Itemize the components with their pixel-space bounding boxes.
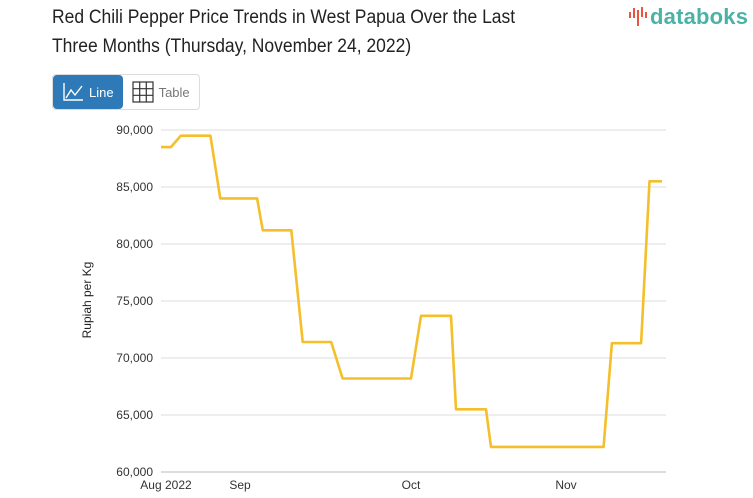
table-view-button[interactable]: Table (123, 75, 199, 109)
table-grid-icon (131, 81, 154, 103)
databoks-logo[interactable]: databoks (628, 4, 748, 30)
y-axis-label: Rupiah per Kg (80, 262, 94, 339)
table-view-label: Table (158, 84, 190, 100)
line-view-button[interactable]: Line (53, 75, 123, 109)
line-view-label: Line (89, 84, 114, 100)
bars-logo-icon (629, 7, 647, 26)
x-tick-label: Sep (229, 478, 251, 492)
y-tick-label: 60,000 (116, 465, 153, 479)
y-tick-label: 75,000 (116, 294, 153, 308)
y-tick-label: 85,000 (116, 180, 153, 194)
y-tick-label: 80,000 (116, 237, 153, 251)
x-tick-label: Oct (402, 478, 421, 492)
x-tick-label: Aug 2022 (140, 478, 192, 492)
x-tick-label: Nov (555, 478, 576, 492)
y-tick-label: 65,000 (116, 408, 153, 422)
view-toggle: Line Table (52, 74, 200, 110)
chart-title: Red Chili Pepper Price Trends in West Pa… (52, 7, 516, 57)
series-line (161, 134, 662, 449)
y-tick-label: 90,000 (116, 123, 153, 137)
y-tick-label: 70,000 (116, 351, 153, 365)
logo-text: databoks (650, 4, 749, 29)
line-chart-icon (63, 83, 83, 101)
